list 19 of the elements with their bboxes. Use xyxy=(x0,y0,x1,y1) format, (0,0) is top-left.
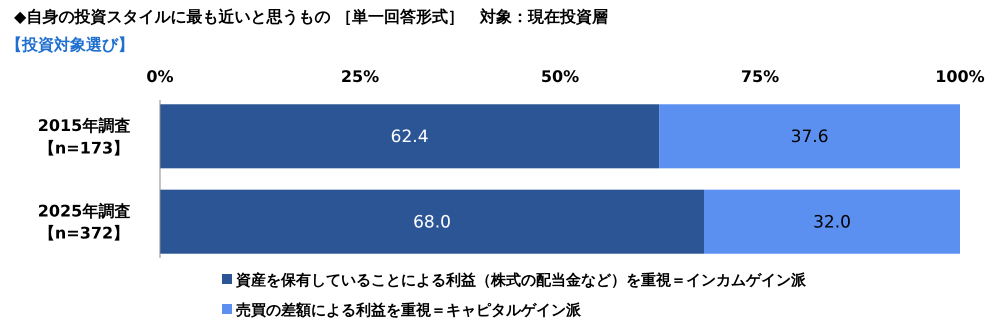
y-tick-label: 2025年調査【n=372】 xyxy=(38,201,130,243)
x-tick-label: 50% xyxy=(540,67,580,86)
x-tick-label: 100% xyxy=(935,67,985,86)
chart-subtitle: 【投資対象選び】 xyxy=(6,35,134,54)
data-label: 68.0 xyxy=(413,212,451,233)
bar xyxy=(160,104,660,168)
bar xyxy=(704,190,960,254)
x-tick-label: 75% xyxy=(740,67,780,86)
legend-label: 資産を保有していることによる利益（株式の配当金など）を重視＝インカムゲイン派 xyxy=(235,271,807,289)
chart-title: ◆自身の投資スタイルに最も近いと思うもの ［単一回答形式］ 対象：現在投資層 xyxy=(14,7,608,26)
data-label: 32.0 xyxy=(813,212,851,233)
bar xyxy=(659,104,960,168)
y-tick-label: 2015年調査【n=173】 xyxy=(38,116,130,158)
legend-label: 売買の差額による利益を重視＝キャピタルゲイン派 xyxy=(236,301,582,319)
bar xyxy=(160,190,704,254)
data-label: 62.4 xyxy=(390,127,429,148)
data-label: 37.6 xyxy=(790,127,829,148)
x-tick-label: 25% xyxy=(340,67,380,86)
x-tick-label: 0% xyxy=(146,67,174,86)
